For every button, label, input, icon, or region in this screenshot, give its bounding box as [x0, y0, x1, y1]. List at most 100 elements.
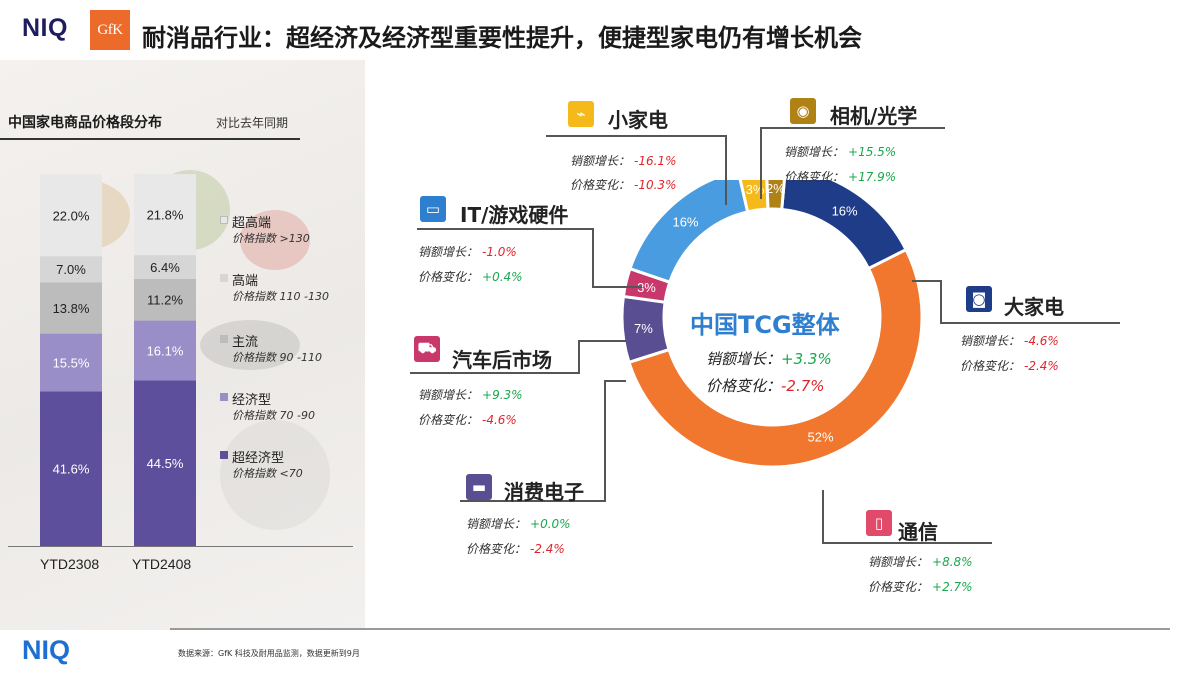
bar-segment-0-0	[40, 391, 102, 546]
donut-slice-label-3: 3%	[637, 280, 656, 295]
small-appliance-price: 价格变化： -10.3%	[570, 176, 676, 193]
donut-slice-0	[780, 180, 909, 271]
sales-value: -16.1%	[634, 154, 677, 168]
major-appliance-name: 大家电	[1004, 295, 1064, 319]
legend-name: 超经济型	[232, 451, 285, 466]
price-label: 价格变化：	[784, 170, 845, 184]
x-tick-label-ytd2408: YTD2408	[132, 556, 192, 572]
telecom-name: 通信	[898, 520, 938, 544]
price-value: -2.7%	[781, 377, 825, 395]
monitor-icon: ▬	[466, 474, 492, 500]
bar-data-label-1-2: 11.2%	[147, 293, 183, 308]
sales-value: +8.8%	[932, 555, 973, 569]
sales-label: 销额增长：	[868, 555, 929, 569]
donut-center-sales: 销额增长：+3.3%	[706, 348, 832, 369]
connector-auto-h2	[578, 340, 626, 342]
consumer-electronics-sales: 销额增长： +0.0%	[466, 515, 571, 532]
niq-logo: NIQ	[22, 14, 68, 42]
legend-index: 价格指数 90 -110	[232, 351, 322, 364]
donut-slice-label-1: 52%	[808, 430, 834, 445]
bar-segment-0-2	[40, 282, 102, 334]
donut-center-title: 中国TCG整体	[690, 311, 840, 339]
bar-data-label-0-3: 7.0%	[56, 262, 86, 277]
x-axis-line	[8, 546, 353, 547]
it-gaming-price: 价格变化： +0.4%	[418, 268, 523, 285]
connector-telecom	[822, 542, 992, 544]
auto-aftermarket-name: 汽车后市场	[452, 348, 552, 372]
bar-segment-1-1	[134, 320, 196, 381]
major-appliance-sales: 销额增长： -4.6%	[960, 332, 1059, 349]
sales-label: 销额增长：	[784, 145, 845, 159]
camera-price: 价格变化： +17.9%	[784, 168, 896, 185]
camera-name: 相机/光学	[830, 104, 918, 128]
price-distribution-subtitle: 对比去年同期	[216, 116, 289, 130]
legend-name: 经济型	[232, 393, 272, 408]
bar-data-label-1-1: 16.1%	[147, 344, 184, 359]
sales-label: 销额增长：	[418, 245, 479, 259]
price-label: 价格变化：	[960, 359, 1021, 373]
donut-center-price: 价格变化：-2.7%	[706, 375, 825, 396]
price-label: 价格变化：	[418, 413, 479, 427]
sales-label: 销额增长：	[706, 350, 782, 368]
washing-machine-icon: ◙	[966, 286, 992, 312]
price-value: +0.4%	[482, 270, 523, 284]
auto-aftermarket-sales: 销额增长： +9.3%	[418, 386, 523, 403]
sales-value: +0.0%	[530, 517, 571, 531]
legend-name: 主流	[232, 335, 259, 350]
donut-slice-4	[628, 180, 750, 285]
footer-niq-logo: NIQ	[22, 635, 71, 665]
gfk-logo: GfK	[90, 10, 130, 50]
telecom-price: 价格变化： +2.7%	[868, 578, 973, 595]
donut-chart: 16%52%7%3%16%3% 2%	[620, 180, 924, 469]
price-value: -2.4%	[530, 542, 565, 556]
price-label: 价格变化：	[868, 580, 929, 594]
major-appliance-price: 价格变化： -2.4%	[960, 357, 1059, 374]
sales-label: 销额增长：	[418, 388, 479, 402]
connector-consumer-h2	[604, 380, 626, 382]
page-title: 耐消品行业：超经济及经济型重要性提升，便捷型家电仍有增长机会	[142, 24, 862, 52]
donut-slice-label-2: 7%	[634, 321, 653, 336]
footer-rule	[170, 628, 1170, 630]
camera-sales: 销额增长： +15.5%	[784, 143, 896, 160]
price-label: 价格变化：	[466, 542, 527, 556]
auto-aftermarket-price: 价格变化： -4.6%	[418, 411, 517, 428]
bar-data-label-0-0: 41.6%	[53, 462, 90, 477]
sales-value: +3.3%	[781, 350, 832, 368]
bar-segment-0-4	[40, 174, 102, 257]
legend-swatch	[220, 451, 228, 459]
connector-auto	[410, 372, 580, 374]
legend-swatch	[220, 216, 228, 224]
connector-consumer-v	[604, 380, 606, 502]
price-label: 价格变化：	[706, 377, 782, 395]
small-appliance-name: 小家电	[608, 108, 668, 132]
bar-segment-1-0	[134, 380, 196, 546]
bar-data-label-0-4: 22.0%	[53, 208, 90, 223]
bar-segment-1-2	[134, 278, 196, 321]
price-label: 价格变化：	[570, 178, 631, 192]
sales-value: -4.6%	[1024, 334, 1059, 348]
camera-icon: ◉	[790, 98, 816, 124]
price-value: -10.3%	[634, 178, 677, 192]
bar-segment-1-4	[134, 174, 196, 256]
legend-swatch	[220, 393, 228, 401]
small-appliance-sales: 销额增长： -16.1%	[570, 152, 676, 169]
sales-label: 销额增长：	[570, 154, 631, 168]
laptop-icon: ▭	[420, 196, 446, 222]
bar-data-label-1-0: 44.5%	[147, 456, 184, 471]
price-label: 价格变化：	[418, 270, 479, 284]
bar-data-label-1-4: 21.8%	[147, 208, 184, 223]
x-tick-label-ytd2308: YTD2308	[40, 556, 100, 572]
price-distribution-title: 中国家电商品价格段分布	[8, 115, 162, 131]
phone-icon: ▯	[866, 510, 892, 536]
connector-consumer	[460, 500, 606, 502]
connector-small-appl	[546, 135, 726, 137]
small-appliance-icon: ⌁	[568, 101, 594, 127]
title-rule	[0, 138, 300, 140]
price-value: -2.4%	[1024, 359, 1059, 373]
connector-camera-v	[760, 127, 762, 199]
bar-data-label-1-3: 6.4%	[150, 260, 180, 275]
consumer-electronics-price: 价格变化： -2.4%	[466, 540, 565, 557]
connector-auto-v	[578, 340, 580, 374]
connector-major-v	[940, 280, 942, 322]
it-gaming-name: IT/游戏硬件	[460, 203, 569, 227]
